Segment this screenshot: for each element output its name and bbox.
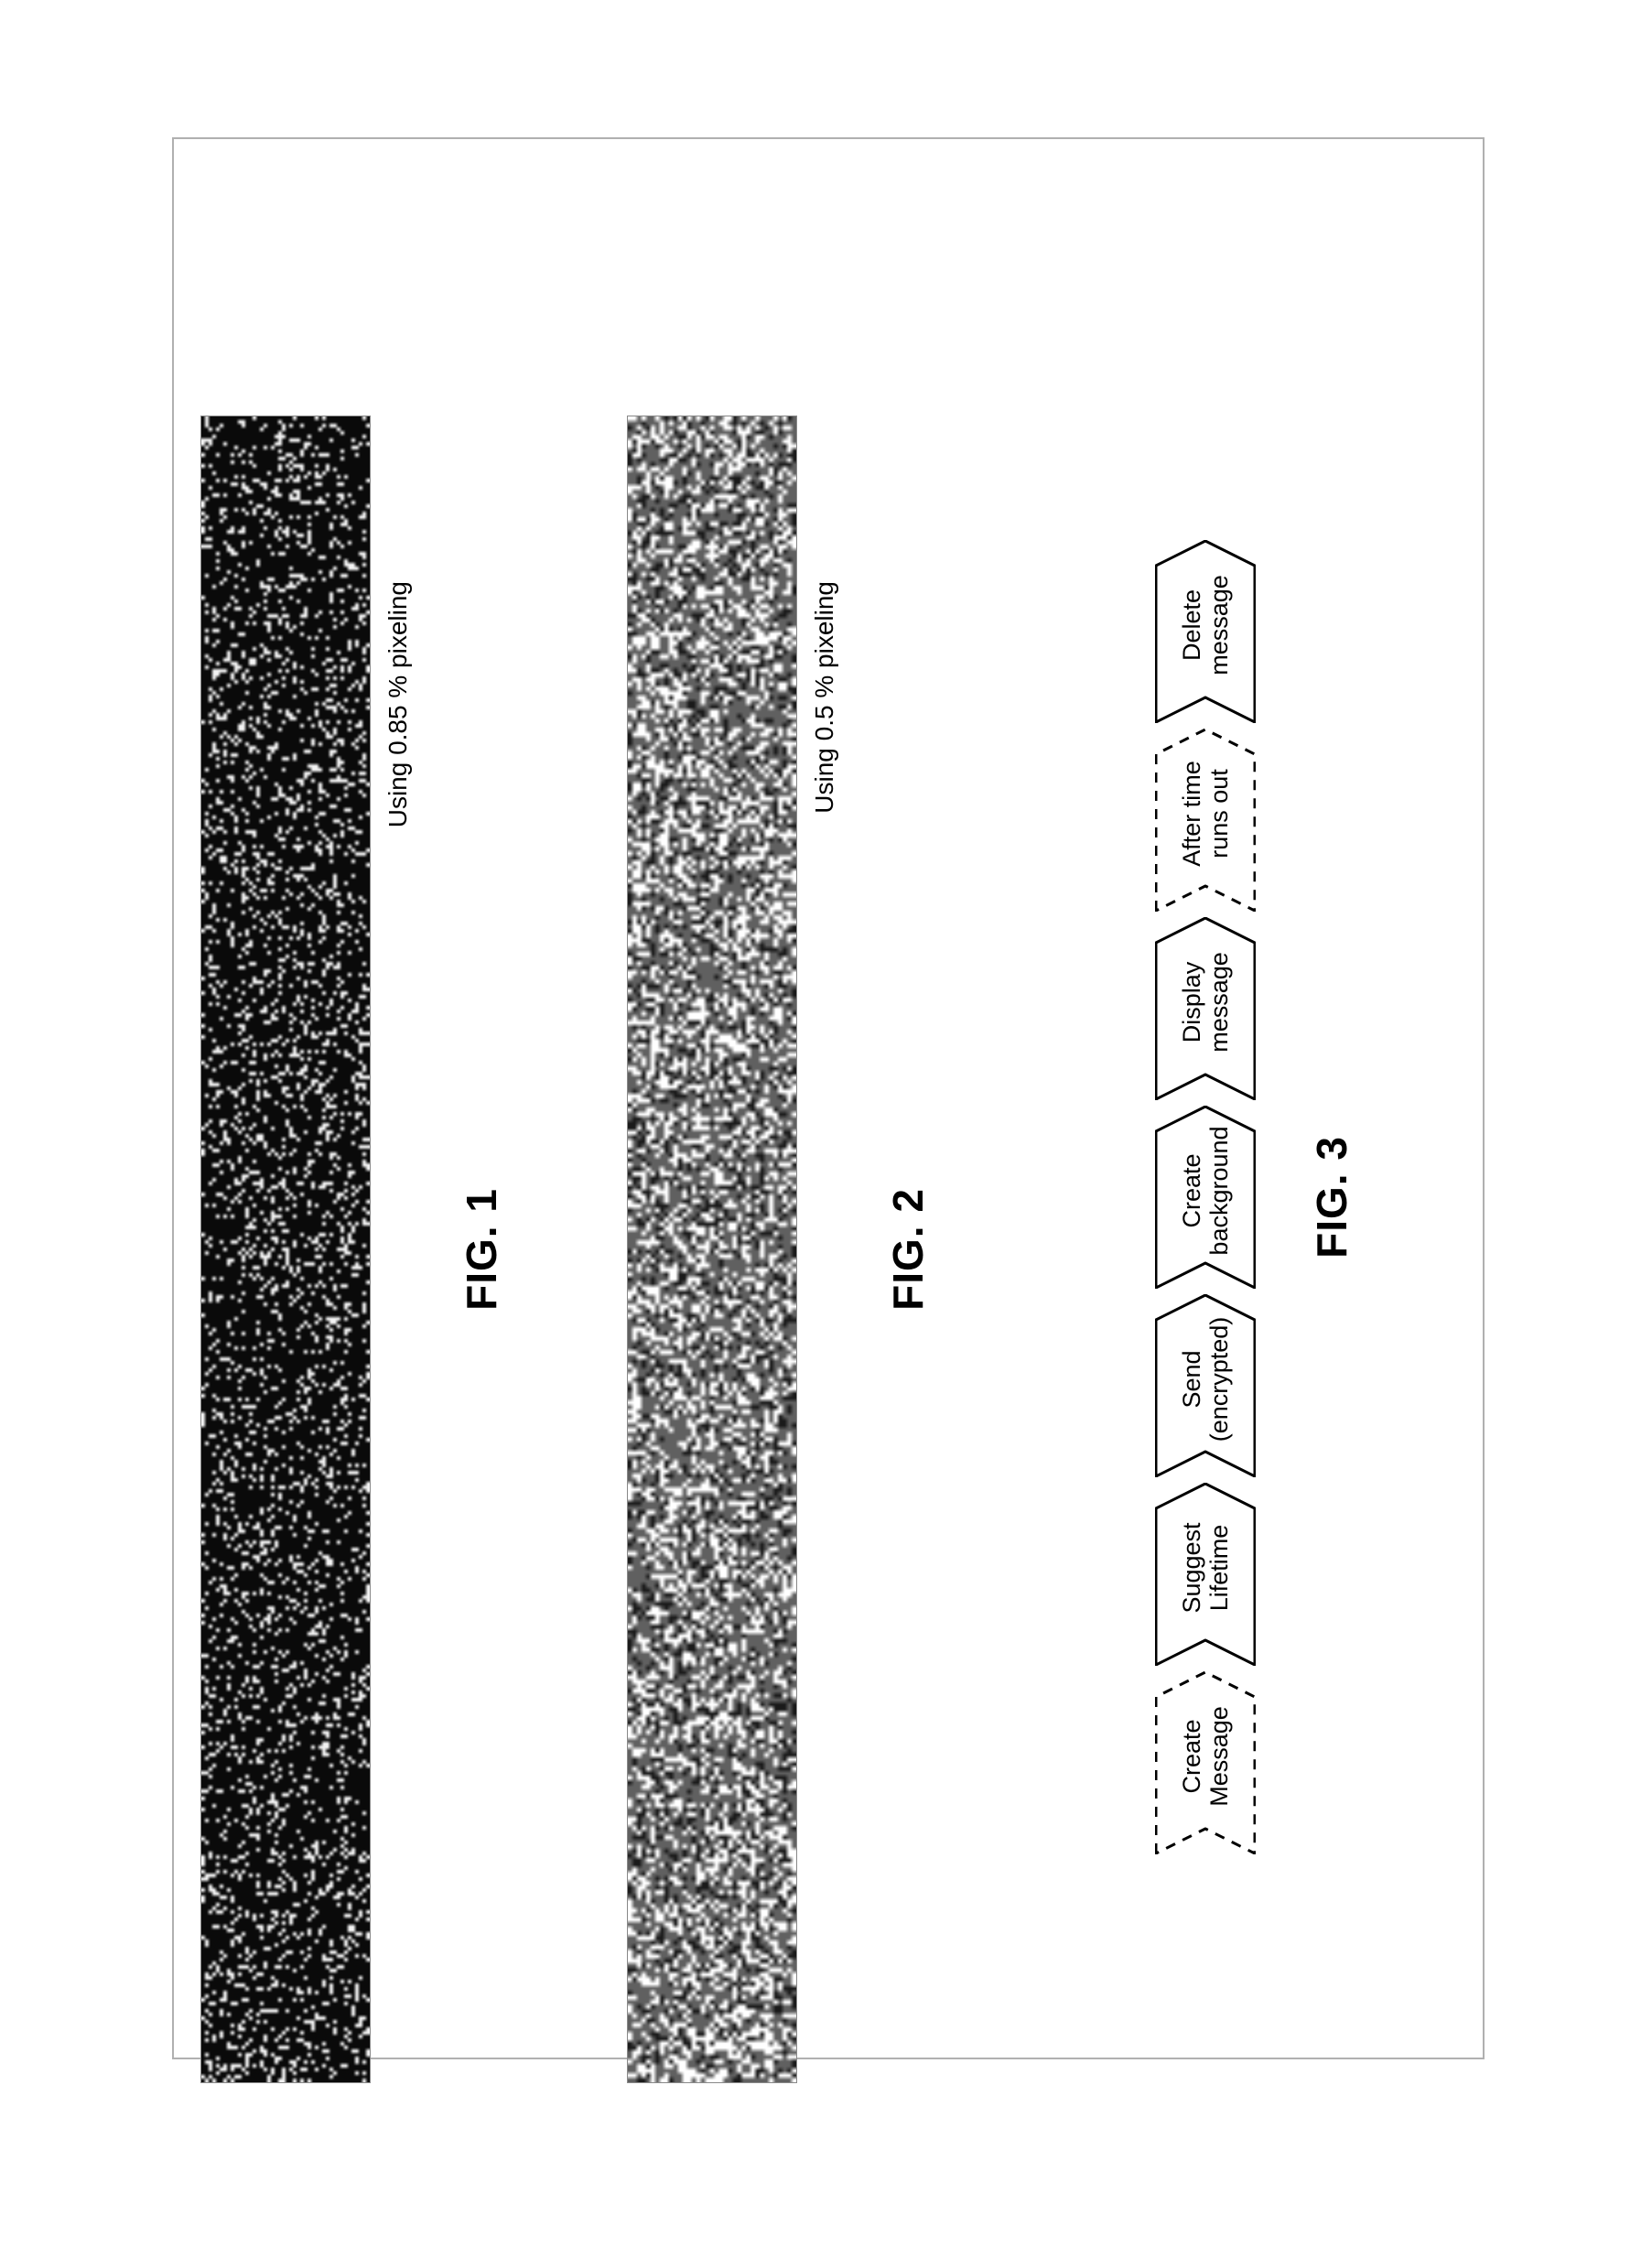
flow-step-line2: background — [1205, 1126, 1233, 1255]
flow-step-label: Deletemessage — [1155, 540, 1256, 723]
flow-step-line2: Message — [1205, 1706, 1233, 1807]
flow-step-5: After timeruns out — [1155, 729, 1256, 912]
flow-step-4: Displaymessage — [1155, 917, 1256, 1100]
fig3-flow-row: CreateMessageSuggestLifetimeSend(encrypt… — [1155, 540, 1256, 1854]
flow-step-line2: Lifetime — [1205, 1525, 1233, 1612]
flow-step-label: After timeruns out — [1155, 729, 1256, 912]
figure-1: Using 0.85 % pixeling FIG. 1 — [200, 252, 506, 2247]
flow-step-line2: runs out — [1205, 769, 1233, 859]
flow-step-line1: Suggest — [1178, 1522, 1205, 1613]
flow-step-line2: (encrypted) — [1205, 1317, 1233, 1442]
flow-step-label: Send(encrypted) — [1155, 1294, 1256, 1477]
fig2-noise-canvas — [628, 416, 796, 2082]
flow-step-6: Deletemessage — [1155, 540, 1256, 723]
flow-step-label: Displaymessage — [1155, 917, 1256, 1100]
fig1-noise-bar — [200, 416, 371, 2083]
flow-step-line1: Create — [1178, 1719, 1205, 1793]
fig1-caption: Using 0.85 % pixeling — [383, 581, 413, 827]
flow-step-0: CreateMessage — [1155, 1671, 1256, 1854]
flow-step-label: SuggestLifetime — [1155, 1483, 1256, 1666]
flow-step-label: CreateMessage — [1155, 1671, 1256, 1854]
fig2-caption: Using 0.5 % pixeling — [810, 581, 839, 814]
fig3-label: FIG. 3 — [1307, 1136, 1356, 1259]
patent-figure-page: Using 0.85 % pixeling FIG. 1 Using 0.5 %… — [0, 0, 1652, 2193]
flow-step-1: SuggestLifetime — [1155, 1483, 1256, 1666]
flow-step-line2: message — [1205, 952, 1233, 1053]
figure-3: CreateMessageSuggestLifetimeSend(encrypt… — [1155, 540, 1356, 1854]
flow-step-2: Send(encrypted) — [1155, 1294, 1256, 1477]
flow-step-line1: Delete — [1178, 589, 1205, 661]
flow-step-line1: After time — [1178, 761, 1205, 867]
fig2-noise-bar — [627, 416, 797, 2083]
fig1-label: FIG. 1 — [457, 1188, 506, 1311]
flow-step-line2: message — [1205, 575, 1233, 675]
flow-step-line1: Display — [1178, 962, 1205, 1043]
flow-step-line1: Send — [1178, 1350, 1205, 1408]
fig2-label: FIG. 2 — [883, 1188, 933, 1311]
flow-step-3: Createbackground — [1155, 1106, 1256, 1289]
flow-step-label: Createbackground — [1155, 1106, 1256, 1289]
figure-2: Using 0.5 % pixeling FIG. 2 — [627, 252, 933, 2247]
flow-step-line1: Create — [1178, 1153, 1205, 1227]
fig1-noise-canvas — [201, 416, 370, 2082]
